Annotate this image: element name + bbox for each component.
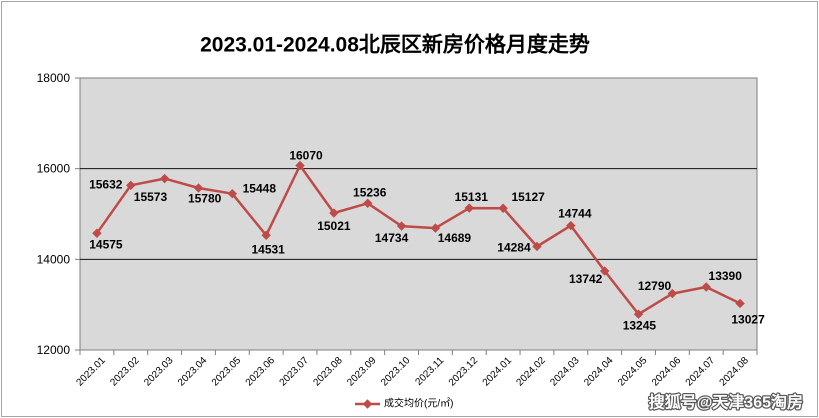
chart-title: 2023.01-2024.08北辰区新房价格月度走势 — [200, 33, 590, 57]
gridlines — [80, 168, 757, 260]
y-tick-label: 16000 — [37, 162, 71, 176]
data-point — [566, 220, 576, 231]
y-tick-label: 14000 — [37, 252, 71, 266]
data-point — [159, 173, 170, 184]
y-tick-label: 18000 — [37, 71, 71, 85]
data-point — [430, 223, 441, 233]
data-point — [126, 180, 136, 191]
data-point — [701, 282, 711, 292]
data-label: 15632 — [89, 177, 123, 191]
data-point — [464, 203, 474, 213]
data-point — [599, 266, 610, 276]
data-point — [667, 288, 678, 299]
data-point — [92, 228, 102, 238]
data-label: 14734 — [375, 231, 409, 245]
data-label: 12790 — [638, 279, 672, 293]
data-point — [532, 241, 542, 252]
data-label: 16070 — [289, 148, 323, 162]
data-label: 13742 — [569, 272, 603, 286]
data-label: 15127 — [511, 190, 545, 204]
data-label: 14575 — [89, 237, 123, 251]
data-label: 13027 — [731, 312, 765, 326]
data-label: 15236 — [353, 185, 387, 199]
data-label: 14744 — [558, 207, 592, 221]
data-point — [227, 188, 238, 199]
data-label: 15131 — [455, 190, 489, 204]
data-point — [396, 221, 407, 231]
data-label: 14284 — [497, 240, 531, 254]
data-label: 15780 — [188, 192, 222, 206]
data-point — [633, 309, 644, 319]
data-label: 15573 — [134, 190, 168, 204]
data-label: 14531 — [251, 242, 285, 256]
data-markers — [92, 160, 745, 319]
data-label: 15021 — [317, 219, 351, 233]
data-point — [735, 298, 745, 309]
data-point — [193, 183, 204, 193]
data-label: 15448 — [243, 182, 277, 196]
plot-area — [79, 77, 758, 351]
data-point — [295, 160, 305, 171]
data-point — [261, 230, 271, 240]
data-label: 14689 — [438, 231, 472, 245]
y-axis: 18000 16000 14000 12000 — [37, 71, 80, 357]
series-line — [95, 164, 742, 316]
data-labels: 14575 15632 15780 15573 15448 14531 16070 15021… — [89, 148, 765, 332]
legend-label: 成交均价(元/㎡) — [384, 397, 453, 410]
data-point — [498, 203, 508, 213]
data-label: 13245 — [623, 319, 657, 333]
data-label: 13390 — [709, 269, 743, 283]
y-tick-label: 12000 — [37, 343, 71, 357]
watermark: 搜狐号@天津365淘房 — [649, 393, 803, 412]
data-point — [329, 208, 339, 218]
legend: 成交均价(元/㎡) — [355, 397, 453, 410]
data-point — [363, 198, 373, 209]
legend-diamond-marker — [362, 399, 373, 409]
